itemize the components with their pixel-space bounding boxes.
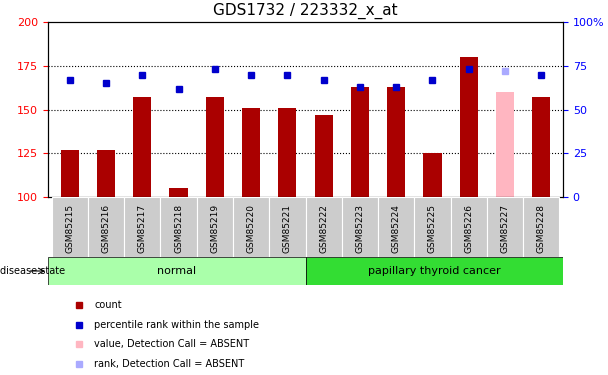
Text: GSM85228: GSM85228	[537, 204, 546, 253]
Bar	[423, 153, 441, 197]
Text: GSM85221: GSM85221	[283, 204, 292, 253]
Title: GDS1732 / 223332_x_at: GDS1732 / 223332_x_at	[213, 3, 398, 19]
Bar	[451, 197, 487, 257]
Bar	[532, 97, 550, 197]
Bar	[124, 197, 161, 257]
Bar	[378, 197, 414, 257]
Text: GSM85220: GSM85220	[247, 204, 255, 253]
Text: value, Detection Call = ABSENT: value, Detection Call = ABSENT	[94, 339, 249, 350]
Text: GSM85224: GSM85224	[392, 204, 401, 253]
Text: GSM85226: GSM85226	[464, 204, 473, 253]
Bar	[242, 108, 260, 197]
Bar	[305, 257, 563, 285]
Bar	[170, 188, 188, 197]
Text: percentile rank within the sample: percentile rank within the sample	[94, 320, 259, 330]
Bar	[496, 92, 514, 197]
Bar	[351, 87, 369, 197]
Text: GSM85219: GSM85219	[210, 204, 219, 254]
Text: normal: normal	[157, 266, 196, 276]
Bar	[314, 115, 333, 197]
Bar	[48, 257, 305, 285]
Text: count: count	[94, 300, 122, 310]
Bar	[523, 197, 559, 257]
Text: GSM85217: GSM85217	[138, 204, 147, 254]
Bar	[269, 197, 305, 257]
Bar	[97, 150, 115, 197]
Bar	[197, 197, 233, 257]
Bar	[52, 197, 88, 257]
Bar	[487, 197, 523, 257]
Bar	[342, 197, 378, 257]
Text: GSM85223: GSM85223	[356, 204, 364, 253]
Text: GSM85222: GSM85222	[319, 204, 328, 253]
Bar	[161, 197, 197, 257]
Bar	[460, 57, 478, 197]
Bar	[133, 97, 151, 197]
Text: GSM85227: GSM85227	[500, 204, 510, 253]
Text: papillary thyroid cancer: papillary thyroid cancer	[368, 266, 500, 276]
Bar	[61, 150, 79, 197]
Bar	[206, 97, 224, 197]
Bar	[305, 197, 342, 257]
Bar	[88, 197, 124, 257]
Text: rank, Detection Call = ABSENT: rank, Detection Call = ABSENT	[94, 359, 244, 369]
Bar	[278, 108, 297, 197]
Bar	[233, 197, 269, 257]
Text: GSM85216: GSM85216	[102, 204, 111, 254]
Bar	[387, 87, 406, 197]
Text: GSM85215: GSM85215	[65, 204, 74, 254]
Text: disease state: disease state	[0, 266, 65, 276]
Text: GSM85218: GSM85218	[174, 204, 183, 254]
Text: GSM85225: GSM85225	[428, 204, 437, 253]
Bar	[414, 197, 451, 257]
